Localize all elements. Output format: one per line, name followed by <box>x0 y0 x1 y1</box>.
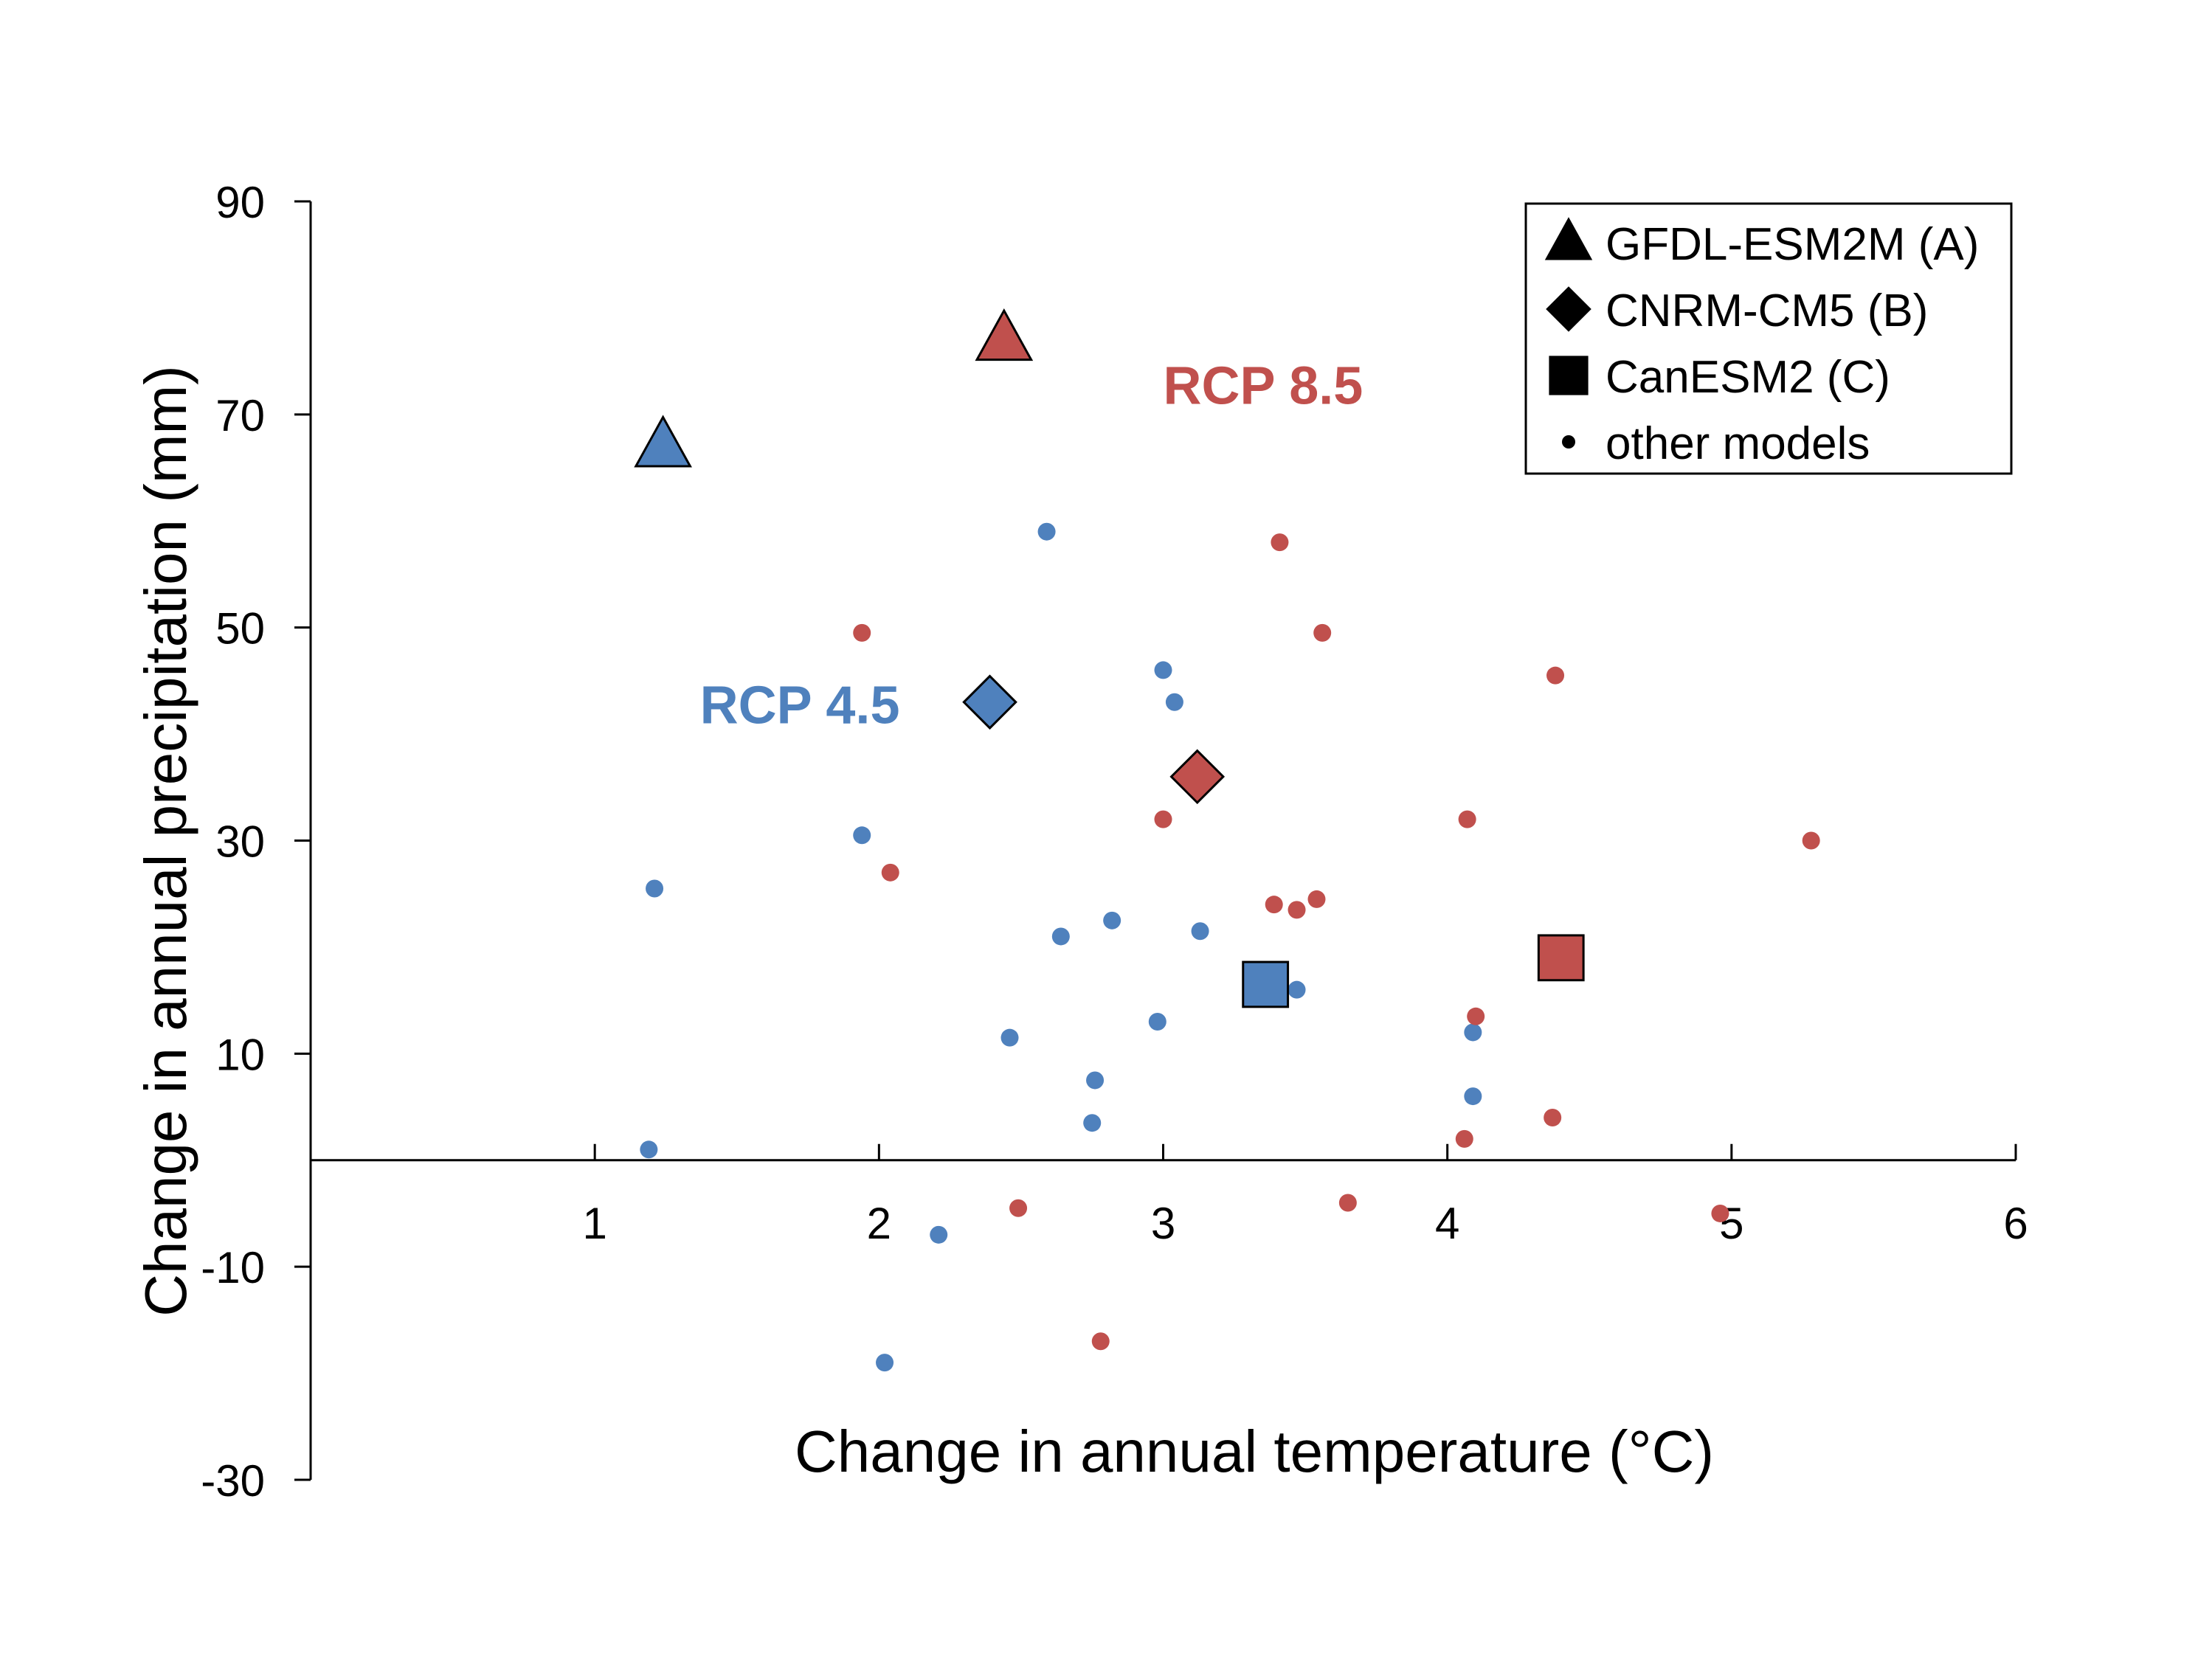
scenario-label: RCP 4.5 <box>700 676 900 735</box>
data-point-rcp-4-5 <box>930 1225 948 1244</box>
data-point-rcp-4-5 <box>1086 1071 1105 1090</box>
legend-label: CNRM-CM5 (B) <box>1606 285 1928 336</box>
data-point-rcp-8-5 <box>1711 1204 1729 1222</box>
y-tick-label: 90 <box>215 178 265 227</box>
legend-square-icon <box>1549 356 1589 395</box>
model-diamond-rcp-4-5 <box>962 674 1017 730</box>
data-point-rcp-8-5 <box>1313 623 1332 642</box>
legend-items: GFDL-ESM2M (A) CNRM-CM5 (B) CanESM2 (C) oth… <box>1544 217 1979 469</box>
data-point-rcp-4-5 <box>1051 927 1070 946</box>
data-point-rcp-8-5 <box>1271 533 1289 552</box>
data-point-rcp-4-5 <box>1103 911 1121 929</box>
y-tick-label: 10 <box>215 1030 265 1079</box>
data-point-rcp-8-5 <box>1544 1108 1562 1126</box>
data-point-rcp-8-5 <box>1154 810 1172 828</box>
data-point-rcp-4-5 <box>646 879 664 898</box>
legend-label: other models <box>1606 418 1870 469</box>
x-tick-label: 6 <box>2003 1199 2028 1248</box>
x-tick-label: 4 <box>1435 1199 1459 1248</box>
y-tick-label: 70 <box>215 391 265 440</box>
y-axis-label: Change in annual precipitation (mm) <box>133 365 198 1317</box>
model-square-rcp-4-5 <box>1242 960 1290 1008</box>
data-point-rcp-8-5 <box>1288 901 1306 919</box>
data-point-rcp-4-5 <box>1083 1114 1102 1132</box>
x-tick-label: 1 <box>582 1199 606 1248</box>
y-tick-label: 30 <box>215 817 265 867</box>
data-point-rcp-8-5 <box>1546 666 1565 685</box>
y-tick-label: -30 <box>201 1456 265 1506</box>
legend-label: CanESM2 (C) <box>1606 352 1890 403</box>
data-point-rcp-8-5 <box>881 863 899 882</box>
highlighted-models <box>634 308 1585 1008</box>
data-point-rcp-4-5 <box>1464 1023 1482 1042</box>
data-point-rcp-4-5 <box>640 1140 658 1159</box>
legend-box <box>1524 202 2013 475</box>
data-point-rcp-8-5 <box>853 623 871 642</box>
legend: GFDL-ESM2M (A) CNRM-CM5 (B) CanESM2 (C) oth… <box>1524 202 2013 475</box>
data-point-rcp-4-5 <box>1000 1028 1019 1047</box>
data-point-rcp-8-5 <box>1009 1199 1028 1217</box>
data-point-rcp-4-5 <box>1037 522 1056 541</box>
data-point-rcp-8-5 <box>1265 896 1283 914</box>
legend-triangle-icon <box>1544 217 1593 260</box>
data-point-rcp-8-5 <box>1458 810 1476 828</box>
data-point-rcp-8-5 <box>1307 890 1326 908</box>
scenario-label: RCP 8.5 <box>1164 356 1364 415</box>
data-point-rcp-8-5 <box>1467 1007 1485 1025</box>
y-tick-label: 50 <box>215 604 265 654</box>
x-axis-label: Change in annual temperature (°C) <box>795 1419 1714 1484</box>
data-point-rcp-4-5 <box>1154 661 1172 679</box>
data-point-rcp-4-5 <box>1148 1013 1167 1031</box>
data-point-rcp-4-5 <box>1165 693 1183 711</box>
model-triangle-rcp-4-5 <box>634 415 692 468</box>
data-points <box>640 522 1820 1372</box>
y-axis-ticks: 90 70 50 30 10 -10 -30 <box>201 178 311 1506</box>
legend-diamond-icon <box>1546 286 1591 332</box>
annotations: RCP 8.5 RCP 4.5 <box>700 356 1364 735</box>
data-point-rcp-4-5 <box>876 1354 894 1372</box>
y-tick-label: -10 <box>201 1243 265 1292</box>
data-point-rcp-4-5 <box>1288 980 1306 999</box>
data-point-rcp-8-5 <box>1802 831 1820 850</box>
data-point-rcp-8-5 <box>1091 1332 1110 1351</box>
data-point-rcp-4-5 <box>1191 922 1209 941</box>
model-square-rcp-8-5 <box>1537 934 1585 982</box>
data-point-rcp-8-5 <box>1455 1129 1473 1148</box>
data-point-rcp-8-5 <box>1338 1194 1357 1212</box>
data-point-rcp-4-5 <box>853 826 871 845</box>
model-triangle-rcp-8-5 <box>975 308 1034 361</box>
model-diamond-rcp-8-5 <box>1169 749 1226 805</box>
x-tick-label: 3 <box>1151 1199 1175 1248</box>
legend-label: GFDL-ESM2M (A) <box>1606 219 1979 270</box>
data-point-rcp-4-5 <box>1464 1087 1482 1106</box>
x-tick-label: 2 <box>867 1199 891 1248</box>
legend-circle-icon <box>1562 435 1575 449</box>
